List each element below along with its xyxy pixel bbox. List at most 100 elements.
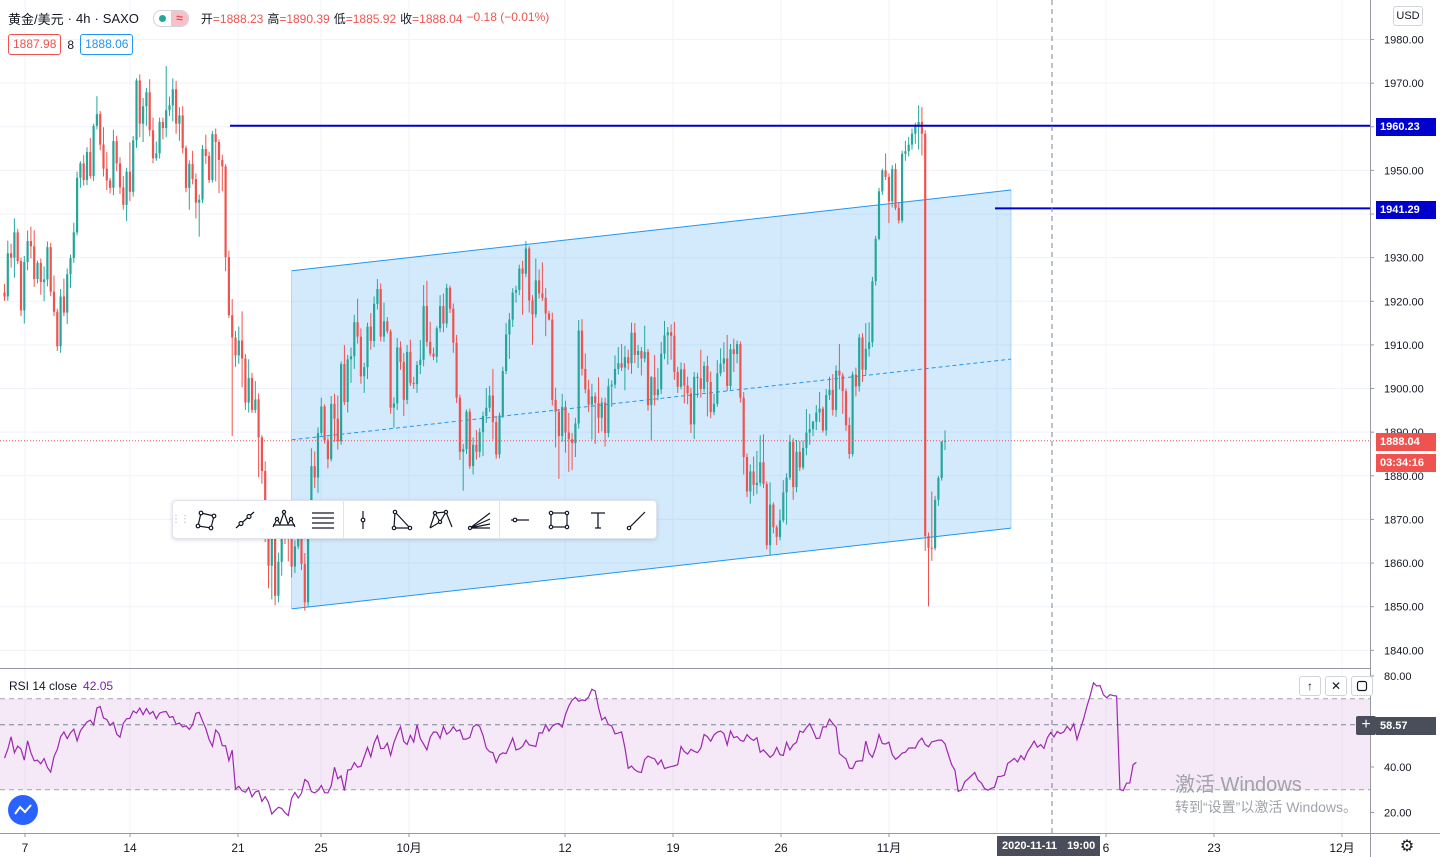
candle-body [868,342,871,349]
candle-body [478,432,481,452]
candle-body [340,364,343,442]
candle-body [161,121,164,129]
horizontal-line-drawings [0,0,1370,833]
time-tick-label: 26 [774,841,788,855]
move-pane-up-icon[interactable]: ↑ [1299,676,1321,696]
candle-body [914,126,917,134]
close-pane-icon[interactable]: ✕ [1325,676,1347,696]
candle-body [485,407,488,417]
candle-body [765,484,768,546]
candle-body [481,416,485,433]
rsi-tick-label: 40.00 [1384,762,1412,774]
triangle-tool-icon[interactable] [383,501,422,538]
candle-body [600,402,603,418]
candle-body [52,291,56,312]
head-shoulders-tool-icon[interactable] [265,501,304,538]
candle-body [574,423,577,444]
candle-body [495,422,498,455]
interval-label[interactable]: 4h [75,11,91,26]
legend-separator: · [94,11,99,26]
chart-settings-gear-icon[interactable]: ⚙ [1399,838,1415,855]
candle-body [36,262,39,280]
ohlc-values: 开=1888.23 高=1890.39 低=1885.92 收=1888.04 … [200,10,550,26]
candle-body [250,378,254,410]
candle-body [607,386,610,434]
maximize-pane-icon[interactable] [1351,676,1373,696]
candle-body [452,308,455,343]
candle-body [316,433,320,478]
candle-body [379,289,382,337]
candle-body [722,358,725,364]
candle-body [660,353,663,390]
time-tick-label: 23 [1207,841,1221,855]
candle-body [749,471,752,492]
candle-body [498,415,501,455]
candle-body [505,334,508,372]
candle-body [604,402,607,434]
add-crosshair-plus-icon[interactable]: + [1356,716,1376,735]
candle-body [422,306,425,360]
vertical-line-tool-icon[interactable] [344,501,383,538]
candle-body [178,115,181,124]
text-tool-icon[interactable] [578,501,617,538]
candle-body [326,440,329,460]
trend-line-tool-icon[interactable] [226,501,265,538]
xabcd-pattern-tool-icon[interactable] [422,501,461,538]
candle-body [257,399,260,438]
candle-body [627,357,630,364]
candle-body [211,134,214,180]
candle-body [138,80,141,124]
fib-fan-tool-icon[interactable] [460,501,499,538]
candle-body [571,439,574,444]
candle-body [221,159,224,167]
candle-body [689,393,692,425]
candle-body [838,370,841,376]
candle-body [333,403,336,419]
candle-body [851,374,854,454]
candle-body [831,389,834,410]
candle-body [534,280,537,315]
candle-body [666,332,669,336]
candle-body [891,169,894,202]
candle-body [620,363,623,368]
candle-body [633,332,636,355]
rsi-name[interactable]: RSI 14 close [9,679,78,693]
candle-body [267,534,270,566]
candle-body [244,358,247,403]
candle-body [336,418,339,442]
rsi-legend: RSI 14 close 42.05 [9,679,113,693]
candle-body [254,399,257,410]
ray-tool-icon[interactable] [617,501,656,538]
rectangle-tool-icon[interactable] [539,501,578,538]
candle-body [171,89,174,106]
candle-body [92,125,95,177]
rsi-tick-label: 80.00 [1384,671,1412,683]
horizontal-ray-tool-icon[interactable] [500,501,539,538]
candle-body [706,365,709,382]
sell-price-button[interactable]: 1887.98 [8,34,62,55]
candle-body [363,367,366,377]
candle-body [445,287,448,324]
polygon-tool-icon[interactable] [187,501,226,538]
symbol-name[interactable]: 黄金/美元 [8,12,64,27]
candle-body [151,130,155,159]
tradingview-logo-icon[interactable] [8,795,38,825]
toolbar-drag-handle-icon[interactable]: ⋮⋮ [171,514,190,525]
candle-body [937,477,940,500]
candle-body [640,351,643,359]
buy-price-button[interactable]: 1888.06 [80,34,134,55]
candle-body [16,232,19,262]
candle-body [792,441,795,488]
candle-body [488,395,491,408]
change-value: −0.18 (−0.01%) [466,10,550,24]
candle-body [6,253,9,297]
time-tick-label: 11月 [877,841,901,855]
candle-body [623,357,626,368]
currency-button[interactable]: USD [1393,6,1423,26]
rsi-tick-label: 20.00 [1384,808,1412,820]
market-status-pill[interactable]: ≈ [152,10,189,27]
candle-body [709,381,712,413]
candle-body [29,241,32,247]
fib-retracement-tool-icon[interactable] [304,501,343,538]
